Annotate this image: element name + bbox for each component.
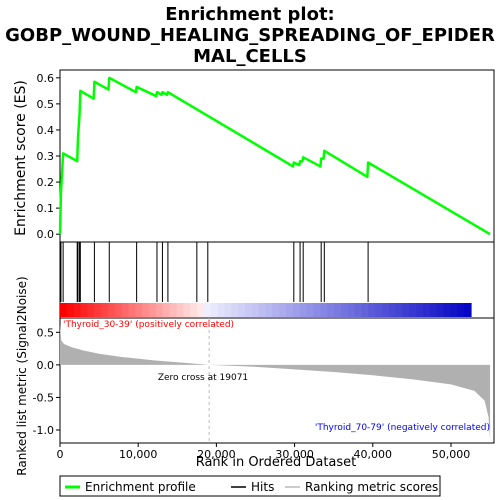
rank-bar-segment (135, 303, 143, 317)
metric-group: 0.5 0.0 -0.5 -1.0 (33, 318, 491, 443)
rank-bar-segment (334, 303, 342, 317)
rank-bar-segment (128, 303, 136, 317)
rank-bar-segment (416, 303, 424, 317)
legend-metric-label: Ranking metric scores (305, 480, 438, 494)
rank-bar-segment (169, 303, 178, 317)
es-y-tick-label: 0.2 (37, 176, 55, 189)
rank-bar-segment (197, 303, 205, 317)
rank-color-bar (60, 303, 472, 317)
x-tick-label: 0 (57, 448, 64, 461)
rank-bar-segment (347, 303, 356, 317)
rank-bar-segment (231, 303, 239, 317)
metric-y-tick-label: 0.5 (37, 326, 55, 339)
rank-bar-segment (87, 303, 95, 317)
rank-bar-segment (286, 303, 294, 317)
es-series-group (58, 76, 491, 236)
rank-bar-segment (244, 303, 253, 317)
x-tick-label: 10,000 (119, 448, 158, 461)
rank-bar-segment (464, 303, 472, 317)
rank-bar-segment (450, 303, 458, 317)
rank-bar-segment (114, 303, 123, 317)
negative-correlation-label: 'Thyroid_70-79' (negatively correlated) (315, 423, 490, 433)
metric-panel-frame (59, 317, 495, 444)
rank-bar-segment (327, 303, 335, 317)
rank-bar-segment (258, 303, 267, 317)
rank-bar-segment (190, 303, 198, 317)
x-axis-label: Rank in Ordered Dataset (196, 455, 357, 470)
rank-bar-segment (388, 303, 397, 317)
es-y-tick-label: 0.4 (37, 124, 55, 137)
rank-bar-segment (306, 303, 315, 317)
es-y-ticks: 0.0 0.1 0.2 0.3 0.4 0.5 0.6 (37, 72, 60, 241)
rank-bar-segment (73, 303, 82, 317)
rank-bar-segment (443, 303, 452, 317)
rank-bar-segment (381, 303, 390, 317)
title-line-3: MAL_CELLS (193, 46, 307, 67)
title-line-2: GOBP_WOUND_HEALING_SPREADING_OF_EPIDER (5, 25, 495, 46)
rank-bar-segment (409, 303, 417, 317)
rank-bar-segment (361, 303, 369, 317)
es-y-tick-label: 0.1 (37, 202, 55, 215)
rank-bar-segment (238, 303, 246, 317)
rank-bar-segment (101, 303, 109, 317)
rank-bar-segment (217, 303, 225, 317)
rank-bar-segment (292, 303, 301, 317)
zero-cross-label: Zero cross at 19071 (158, 373, 248, 383)
rank-bar-segment (395, 303, 404, 317)
rank-bar-segment (176, 303, 184, 317)
es-y-tick-label: 0.0 (37, 228, 55, 241)
legend-enrichment-label: Enrichment profile (85, 480, 196, 494)
rank-bar-segment (80, 303, 88, 317)
rank-bar-segment (60, 303, 68, 317)
rank-bar-segment (251, 303, 260, 317)
rank-bar-segment (203, 303, 212, 317)
rank-bar-segment (210, 303, 219, 317)
rank-bar-segment (340, 303, 349, 317)
rank-bar-segment (149, 303, 157, 317)
rank-bar-segment (66, 303, 75, 317)
rank-bar-segment (107, 303, 116, 317)
rank-bar-segment (423, 303, 431, 317)
rank-bar-segment (121, 303, 130, 317)
rank-bar-segment (142, 303, 150, 317)
es-y-tick-label: 0.6 (37, 72, 55, 85)
x-ticks: 0 10,000 20,000 30,000 40,000 50,000 (57, 443, 471, 461)
rank-bar-segment (436, 303, 445, 317)
x-tick-label: 20,000 (197, 448, 236, 461)
es-line (58, 76, 491, 236)
rank-bar-segment (94, 303, 102, 317)
legend-box (59, 475, 441, 497)
legend-hits-label: Hits (251, 480, 274, 494)
metric-y-tick-label: 0.0 (37, 359, 55, 372)
rank-bar-segment (429, 303, 438, 317)
es-y-tick-label: 0.5 (37, 98, 55, 111)
rank-bar-segment (354, 303, 362, 317)
es-y-tick-label: 0.3 (37, 150, 55, 163)
hits-group (60, 242, 369, 302)
rank-bar-segment (162, 303, 171, 317)
x-tick-label: 40,000 (354, 448, 393, 461)
x-tick-label: 30,000 (275, 448, 314, 461)
rank-bar-segment (402, 303, 410, 317)
es-y-axis-label: Enrichment score (ES) (13, 80, 29, 236)
rank-bar-segment (272, 303, 280, 317)
rank-bar-segment (279, 303, 287, 317)
x-tick-label: 50,000 (432, 448, 471, 461)
rank-bar-segment (224, 303, 232, 317)
positive-correlation-label: 'Thyroid_30-39' (positively correlated) (63, 320, 234, 330)
metric-y-tick-label: -0.5 (33, 391, 54, 404)
rank-bar-segment (320, 303, 328, 317)
rank-bar-segment (368, 303, 376, 317)
rank-bar-segment (299, 303, 308, 317)
rank-bar-segment (155, 303, 164, 317)
rank-bar-segment (265, 303, 273, 317)
metric-y-tick-label: -1.0 (33, 424, 54, 437)
rank-bar-segment (457, 303, 465, 317)
rank-bar-segment (313, 303, 321, 317)
title-line-1: Enrichment plot: (165, 4, 335, 25)
rank-bar-segment (183, 303, 191, 317)
rank-bar-segment (375, 303, 383, 317)
metric-y-axis-label: Ranked list metric (Signal2Noise) (15, 276, 29, 475)
